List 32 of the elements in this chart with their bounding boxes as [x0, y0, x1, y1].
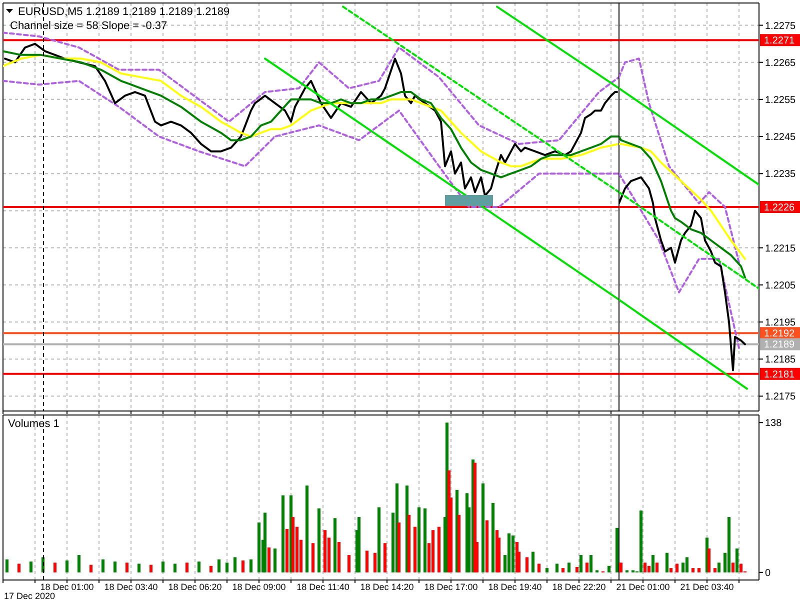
- x-tick-label: 18 Dec 06:20: [168, 582, 222, 592]
- x-tick-label: 18 Dec 22:20: [552, 582, 606, 592]
- y-tick-label: 138: [765, 418, 782, 430]
- y-tick-label: 1.2205: [765, 280, 796, 292]
- ref-line-label: 1.2181: [764, 369, 796, 380]
- x-tick-label: 18 Dec 11:40: [296, 582, 350, 592]
- x-tick-label: 21 Dec 03:40: [680, 582, 734, 592]
- ref-line-label: 1.2271: [764, 36, 796, 47]
- x-tick-label: 18 Dec 14:20: [360, 582, 414, 592]
- chart-title: EURUSD,M5 1.2189 1.2189 1.2189 1.2189: [18, 6, 230, 18]
- x-tick-label: 18 Dec 01:00: [40, 582, 94, 592]
- y-tick-label: 0: [765, 568, 771, 579]
- y-tick-label: 1.2215: [765, 243, 796, 254]
- ref-line-label: 1.2189: [764, 340, 796, 351]
- text: Channel size = 58 Slope = -0.37: [10, 20, 168, 32]
- x-tick-label: 18 Dec 17:00: [424, 582, 478, 592]
- x-tick-label: 21 Dec 01:00: [616, 582, 670, 592]
- y-tick-label: 1.2265: [765, 58, 796, 69]
- y-tick-label: 1.2275: [765, 20, 796, 32]
- y-tick-label: 1.2255: [765, 94, 796, 106]
- y-tick-label: 1.2195: [765, 317, 796, 328]
- y-tick-label: 1.2235: [765, 169, 796, 180]
- x-tick-label: 18 Dec 09:00: [232, 582, 286, 592]
- text: 17 Dec 2020: [4, 591, 56, 600]
- y-tick-label: 1.2185: [765, 354, 796, 366]
- ref-line-label: 1.2192: [764, 328, 796, 340]
- chart-title: Volumes 1: [8, 418, 60, 430]
- y-tick-label: 1.2175: [765, 392, 796, 403]
- y-tick-label: 1.2245: [765, 132, 796, 144]
- x-tick-label: 18 Dec 19:40: [488, 582, 542, 592]
- ref-line-label: 1.2226: [764, 202, 796, 214]
- x-tick-label: 18 Dec 03:40: [104, 582, 158, 592]
